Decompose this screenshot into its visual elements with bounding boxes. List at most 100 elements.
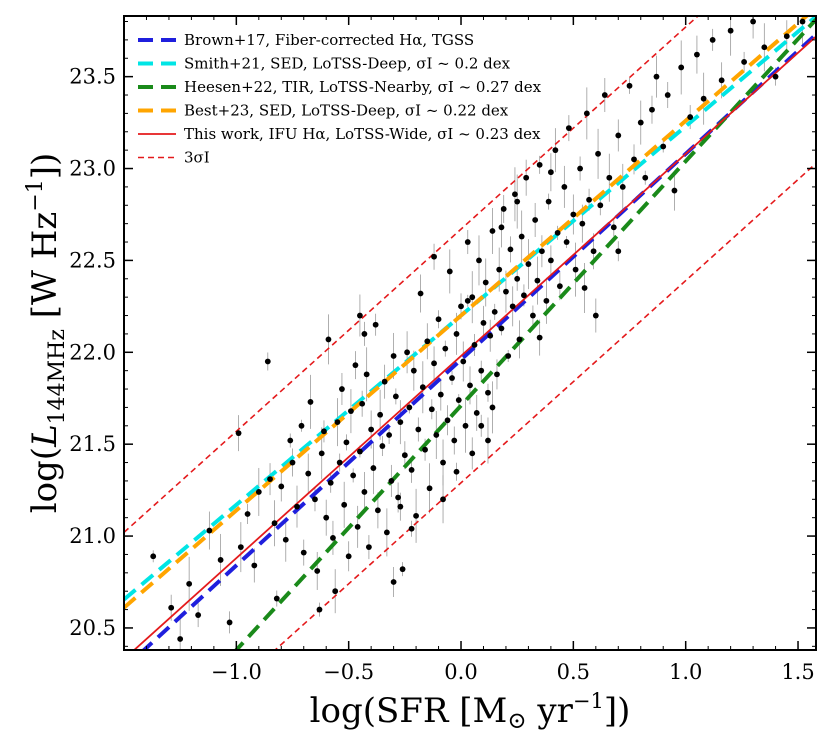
data-point bbox=[709, 36, 716, 43]
data-point bbox=[509, 303, 516, 310]
data-point bbox=[206, 527, 213, 534]
data-point bbox=[316, 606, 323, 613]
data-point bbox=[480, 319, 487, 326]
data-point bbox=[365, 544, 372, 550]
sigma-band-line bbox=[124, 16, 700, 533]
data-point bbox=[426, 485, 433, 492]
data-point bbox=[444, 417, 451, 424]
data-point bbox=[235, 430, 242, 437]
data-point bbox=[325, 336, 332, 343]
data-point bbox=[547, 257, 554, 264]
data-point bbox=[287, 437, 294, 444]
data-point bbox=[298, 422, 305, 429]
data-point bbox=[399, 566, 406, 573]
data-point bbox=[583, 110, 590, 117]
y-tick-label: 23.0 bbox=[69, 157, 116, 181]
data-point bbox=[799, 18, 806, 25]
data-point bbox=[498, 325, 505, 332]
data-point bbox=[595, 150, 601, 157]
y-tick-label: 22.5 bbox=[69, 248, 116, 272]
data-point bbox=[357, 448, 363, 455]
data-point bbox=[415, 426, 422, 433]
data-point bbox=[321, 428, 327, 435]
data-point bbox=[491, 308, 498, 315]
data-point bbox=[572, 266, 579, 273]
data-point bbox=[374, 507, 381, 514]
relation-line-2 bbox=[233, 18, 816, 650]
data-point bbox=[561, 184, 568, 190]
data-point bbox=[458, 303, 464, 310]
data-point bbox=[478, 367, 485, 374]
y-tick-label: 21.5 bbox=[69, 432, 116, 456]
data-point bbox=[294, 503, 300, 510]
data-point bbox=[422, 446, 428, 453]
data-point bbox=[282, 536, 289, 543]
x-tick-label: 0.0 bbox=[444, 660, 477, 684]
data-point bbox=[631, 156, 637, 163]
data-points bbox=[150, 18, 806, 642]
data-point bbox=[177, 636, 184, 642]
data-point bbox=[592, 312, 599, 319]
data-point bbox=[581, 285, 588, 291]
data-point bbox=[453, 468, 460, 475]
data-point bbox=[741, 59, 748, 65]
x-tick-label: −0.5 bbox=[323, 660, 374, 684]
data-point bbox=[590, 248, 597, 255]
data-point bbox=[449, 375, 455, 381]
data-point bbox=[255, 489, 262, 495]
data-point bbox=[395, 494, 402, 501]
data-point bbox=[485, 437, 491, 444]
data-point bbox=[431, 360, 437, 367]
data-point bbox=[271, 520, 278, 527]
data-point bbox=[460, 358, 467, 365]
data-point bbox=[305, 470, 312, 477]
x-axis-ticks: −1.0 −0.5 0.0 0.5 1.0 1.5 bbox=[145, 16, 815, 684]
data-point bbox=[700, 95, 707, 102]
data-point bbox=[383, 529, 390, 536]
legend-label: Heesen+22, TIR, LoTSS-Nearby, σI ~ 0.27 … bbox=[184, 78, 542, 96]
data-point bbox=[323, 514, 330, 521]
data-point bbox=[464, 239, 471, 245]
data-point bbox=[512, 191, 518, 198]
plot-frame bbox=[123, 15, 817, 651]
data-point bbox=[514, 198, 521, 205]
data-point bbox=[494, 371, 500, 378]
data-point bbox=[226, 619, 233, 626]
data-point bbox=[503, 288, 509, 295]
data-point bbox=[545, 198, 552, 205]
data-point bbox=[431, 253, 437, 260]
data-point bbox=[579, 220, 586, 227]
data-point bbox=[586, 196, 592, 203]
data-point bbox=[626, 82, 633, 89]
data-point bbox=[462, 422, 469, 429]
data-point bbox=[694, 51, 700, 58]
data-point bbox=[538, 248, 545, 255]
data-point bbox=[401, 452, 408, 459]
data-point bbox=[350, 472, 357, 479]
data-point bbox=[530, 312, 536, 319]
data-point bbox=[404, 349, 410, 356]
data-point bbox=[408, 467, 415, 473]
legend-label: This work, IFU Hα, LoTSS-Wide, σI ~ 0.23… bbox=[184, 125, 541, 143]
data-point bbox=[489, 228, 496, 234]
data-point bbox=[453, 331, 460, 337]
data-point bbox=[507, 246, 514, 253]
data-point bbox=[424, 338, 431, 345]
data-point bbox=[352, 362, 359, 369]
data-point bbox=[653, 73, 660, 80]
data-point bbox=[469, 294, 476, 301]
y-tick-label: 22.0 bbox=[69, 340, 116, 364]
data-point bbox=[487, 332, 494, 339]
data-point bbox=[289, 459, 296, 466]
data-point bbox=[359, 400, 366, 407]
data-point bbox=[361, 331, 368, 337]
data-point bbox=[273, 595, 280, 602]
data-point bbox=[783, 33, 790, 40]
data-point bbox=[660, 143, 667, 150]
data-point bbox=[525, 261, 532, 267]
data-point bbox=[615, 132, 622, 139]
x-tick-label: 1.0 bbox=[669, 660, 702, 684]
y-tick-label: 21.0 bbox=[69, 524, 116, 548]
data-point bbox=[406, 404, 413, 411]
